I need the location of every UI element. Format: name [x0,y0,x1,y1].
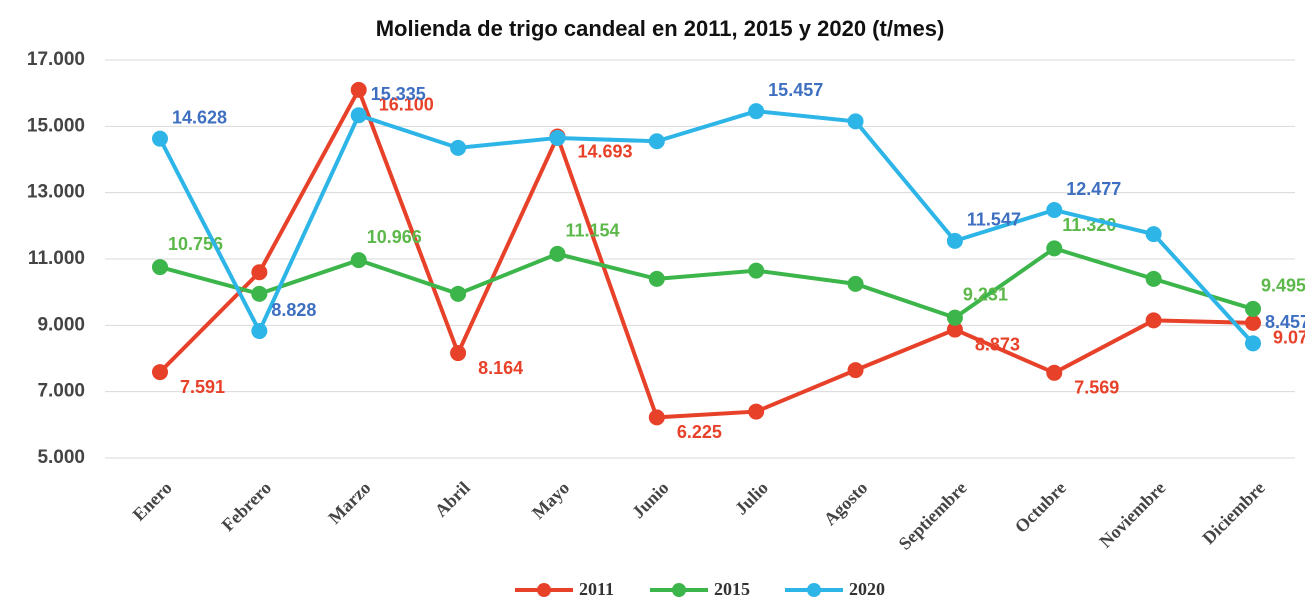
data-point [847,113,864,130]
data-point [946,232,963,249]
x-tick-label: Mayo [528,478,573,523]
data-label: 12.477 [1066,179,1121,199]
data-point [350,252,367,269]
data-label: 11.154 [565,221,619,241]
data-label: 9.075 [1273,328,1305,348]
legend-marker [537,583,551,597]
data-point [946,309,963,326]
chart-title: Molienda de trigo candeal en 2011, 2015 … [376,16,945,41]
data-point [946,321,963,338]
y-tick-label: 5.000 [37,447,85,468]
data-label: 15.457 [768,80,823,100]
data-point [549,245,566,262]
x-tick-label: Febrero [218,478,275,535]
data-point [1145,312,1162,329]
data-label: 8.828 [271,300,316,320]
data-point [350,81,367,98]
data-point [1046,202,1063,219]
data-label: 7.591 [180,377,225,397]
y-tick-label: 7.000 [37,381,85,402]
data-point [152,130,168,147]
x-tick-label: Abril [431,478,474,521]
data-point [648,409,665,426]
x-tick-label: Junio [628,478,673,523]
data-point [450,345,467,362]
data-point [549,129,566,146]
data-label: 10.966 [367,227,422,247]
x-tick-label: Agosto [820,478,872,530]
data-point [847,275,864,292]
x-tick-label: Diciembre [1198,478,1268,548]
legend-label: 2011 [579,579,614,599]
data-label: 6.225 [677,422,722,442]
data-label: 8.873 [975,334,1020,354]
series-line [158,109,1255,345]
data-point [1046,240,1063,257]
data-point [847,362,864,379]
data-label: 7.569 [1074,378,1119,398]
data-point [748,403,765,420]
data-point [251,323,268,340]
data-point [1145,226,1162,243]
x-tick-label: Noviembre [1095,478,1169,552]
data-point [350,107,367,124]
y-tick-label: 9.000 [37,314,85,335]
data-point [1046,364,1063,381]
data-point [648,133,665,150]
data-label: 14.693 [577,141,632,161]
data-point [648,270,665,287]
data-point [152,259,168,276]
y-tick-label: 15.000 [27,115,85,136]
data-point [251,285,268,302]
x-tick-label: Julio [731,478,772,519]
data-label: 9.231 [963,284,1008,304]
x-tick-label: Octubre [1011,478,1070,537]
data-point [152,364,168,381]
legend-marker [807,583,821,597]
data-label: 11.547 [967,210,1021,230]
data-label: 14.628 [172,107,227,127]
data-label: 10.756 [168,234,223,254]
data-point [748,262,765,279]
series-line [158,85,1254,420]
y-tick-label: 11.000 [28,248,85,269]
data-point [1245,335,1261,352]
x-tick-label: Septiembre [895,478,971,554]
data-point [251,264,268,281]
data-point [450,285,467,302]
legend-label: 2015 [714,579,750,599]
data-point [450,139,467,156]
legend-label: 2020 [849,579,885,599]
legend-marker [672,583,686,597]
data-point [1245,300,1261,317]
x-tick-label: Enero [129,478,176,525]
data-label: 8.164 [478,358,523,378]
data-label: 15.335 [371,84,426,104]
data-label: 16.100 [379,95,434,115]
data-point [1245,314,1261,331]
y-tick-label: 17.000 [27,49,85,70]
x-tick-label: Marzo [324,478,374,528]
data-point [748,103,765,120]
series-line [159,246,1254,320]
data-label: 8.457 [1265,312,1305,332]
y-tick-label: 13.000 [27,182,85,203]
data-label: 9.495 [1261,276,1305,296]
data-point [1145,270,1162,287]
